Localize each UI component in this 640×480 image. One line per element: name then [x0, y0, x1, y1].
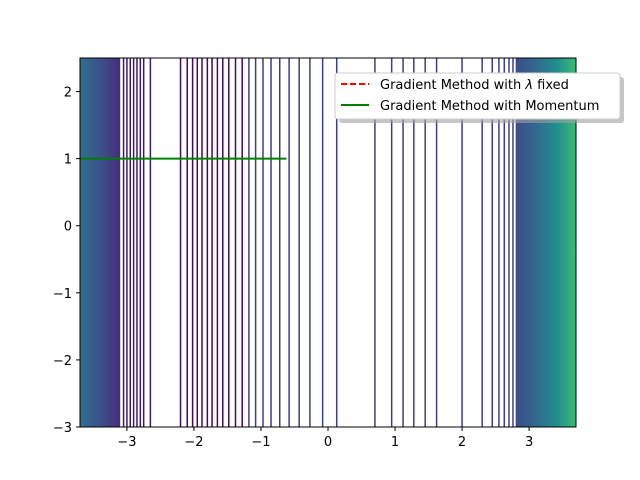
- x-tick-label: 2: [458, 435, 466, 450]
- legend-label-momentum: Gradient Method with Momentum: [380, 99, 599, 114]
- x-tick-label: −3: [117, 435, 136, 450]
- x-axis-ticks: −3 −2 −1 0 1 2 3: [117, 427, 533, 450]
- legend-box: [334, 72, 621, 120]
- y-tick-label: −3: [53, 421, 72, 436]
- y-tick-label: 1: [64, 153, 72, 168]
- x-tick-label: 0: [324, 435, 332, 450]
- contour-lines: [122, 58, 514, 427]
- x-tick-label: −1: [251, 435, 270, 450]
- y-tick-label: −1: [53, 287, 72, 302]
- y-tick-label: 0: [64, 220, 72, 235]
- legend: Gradient Method with λ fixed Gradient Me…: [334, 72, 624, 123]
- y-axis-ticks: −3 −2 −1 0 1 2: [53, 86, 80, 436]
- legend-label-symbol: λ: [524, 78, 533, 93]
- y-tick-label: 2: [64, 86, 72, 101]
- left-contour-fill: [80, 58, 121, 427]
- legend-label-post: fixed: [533, 78, 569, 93]
- x-tick-label: 3: [525, 435, 533, 450]
- x-tick-label: 1: [391, 435, 399, 450]
- legend-label-pre: Gradient Method with: [380, 78, 525, 93]
- legend-label-lambda-fixed: Gradient Method with λ fixed: [380, 78, 569, 93]
- x-tick-label: −2: [184, 435, 203, 450]
- y-tick-label: −2: [53, 354, 72, 369]
